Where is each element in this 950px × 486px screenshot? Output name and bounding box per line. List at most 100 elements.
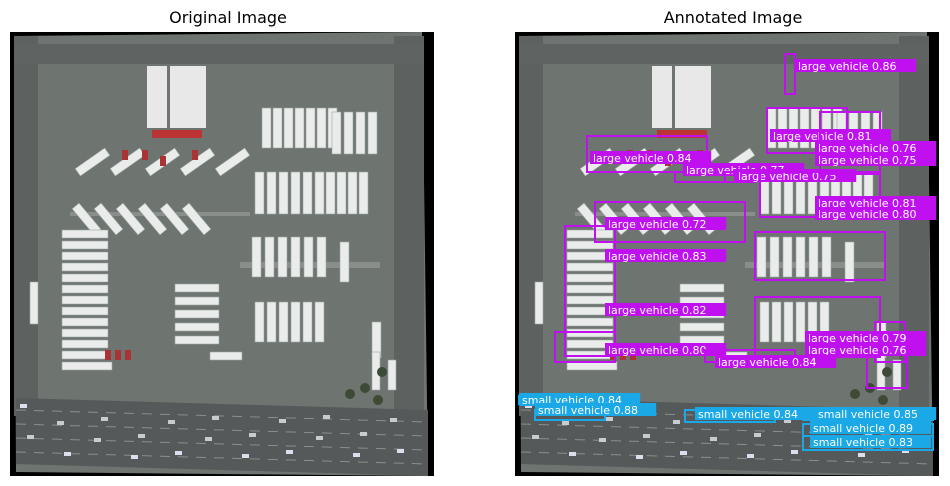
truck-cab [122, 150, 128, 160]
small-vehicle-car [858, 453, 865, 457]
truck-trailer [61, 240, 109, 250]
truck-trailer [343, 111, 354, 155]
truck-trailer [261, 107, 272, 149]
small-vehicle-car [569, 452, 576, 456]
small-vehicle-car [606, 417, 613, 421]
truck-trailer [347, 171, 358, 215]
small-vehicle-car [754, 433, 761, 437]
small-vehicle-car [101, 417, 108, 421]
detection-label-bg [770, 129, 892, 142]
top-service-road [14, 44, 424, 64]
detection-label-bg [795, 59, 917, 72]
detection-label-bg [805, 331, 927, 344]
lane-marking [15, 409, 429, 423]
small-vehicle-car [353, 453, 360, 457]
small-vehicle-car [94, 438, 101, 442]
truck-trailer [367, 111, 378, 155]
truck-trailer [679, 335, 725, 345]
truck-trailer [174, 309, 220, 319]
original-image-title: Original Image [169, 8, 287, 27]
small-vehicle-car [747, 454, 754, 458]
detection-label-bg [810, 421, 932, 434]
small-vehicle-car [562, 421, 569, 425]
lane-marking [520, 451, 934, 465]
truck-trailer [251, 236, 262, 278]
small-vehicle-car [360, 432, 367, 436]
truck-trailer [795, 301, 806, 343]
truck-trailer [808, 236, 819, 278]
truck-trailer [61, 229, 109, 239]
truck-trailer [159, 202, 190, 236]
truck-trailer [272, 107, 283, 149]
small-vehicle-car [249, 433, 256, 437]
truck-trailer [566, 229, 614, 239]
detection-label: small vehicle 0.84 [698, 408, 798, 421]
detection-label-bg [810, 435, 932, 448]
tree [878, 395, 888, 405]
small-vehicle-car [316, 436, 323, 440]
truck-trailer [303, 236, 314, 278]
truck-trailer [759, 301, 770, 343]
truck-trailer [61, 284, 109, 294]
truck-trailer [566, 361, 618, 371]
detection-box [564, 225, 616, 357]
truck-trailer [283, 107, 294, 149]
building-right [675, 66, 711, 128]
truck-trailer [214, 147, 251, 177]
detection-label-bg [605, 343, 727, 356]
building-awning [152, 130, 202, 138]
building-awning [657, 130, 707, 138]
truck-trailer [756, 236, 767, 278]
detection-label: large vehicle 0.82 [608, 304, 707, 317]
detection-label-bg [535, 403, 657, 416]
detection-label: large vehicle 0.81 [773, 130, 872, 143]
truck-trailer [358, 171, 369, 215]
truck-trailer [316, 107, 327, 149]
truck-trailer [782, 236, 793, 278]
truck-trailer [61, 328, 109, 338]
small-vehicle-car [131, 455, 138, 459]
original-image [10, 32, 434, 476]
truck-trailer [61, 295, 109, 305]
main-avenue [16, 398, 428, 476]
truck-trailer [61, 339, 109, 349]
truck-trailer [331, 111, 342, 155]
truck-trailer [254, 171, 265, 215]
detection-box [594, 201, 746, 243]
small-vehicle-car [20, 404, 27, 408]
small-vehicle-car [784, 419, 791, 423]
truck-trailer [566, 273, 614, 283]
detection-label-bg [715, 355, 837, 368]
truck-trailer [325, 171, 336, 215]
truck-trailer [174, 283, 220, 293]
truck-trailer [115, 202, 146, 236]
truck-trailer [783, 301, 794, 343]
lot-divider [70, 212, 250, 216]
detection-label: large vehicle 0.80 [818, 208, 917, 221]
truck-trailer [254, 301, 265, 343]
detection-label: small vehicle 0.88 [538, 404, 638, 417]
tree [850, 389, 860, 399]
right-service-road [899, 36, 929, 416]
truck-cab [142, 150, 148, 160]
truck-trailer [93, 202, 124, 236]
truck-trailer [769, 236, 780, 278]
detection-label-bg [605, 217, 727, 230]
small-vehicle-car [636, 455, 643, 459]
detection-label: large vehicle 0.79 [808, 332, 907, 345]
detection-label: large vehicle 0.81 [818, 197, 917, 210]
truck-trailer [294, 107, 305, 149]
truck-trailer [302, 171, 313, 215]
truck-cab [115, 350, 121, 360]
truck-trailer [174, 322, 220, 332]
truck-cab [105, 350, 111, 360]
small-vehicle-car [599, 438, 606, 442]
truck-trailer [61, 317, 109, 327]
detection-label: large vehicle 0.80 [608, 344, 707, 357]
detection-label-bg [695, 407, 817, 420]
lane-marking [15, 423, 429, 437]
annotated-image-panel: Annotated Image large vehicle 0.86 large … [513, 0, 950, 486]
truck-trailer [266, 301, 277, 343]
small-vehicle-car [168, 420, 175, 424]
